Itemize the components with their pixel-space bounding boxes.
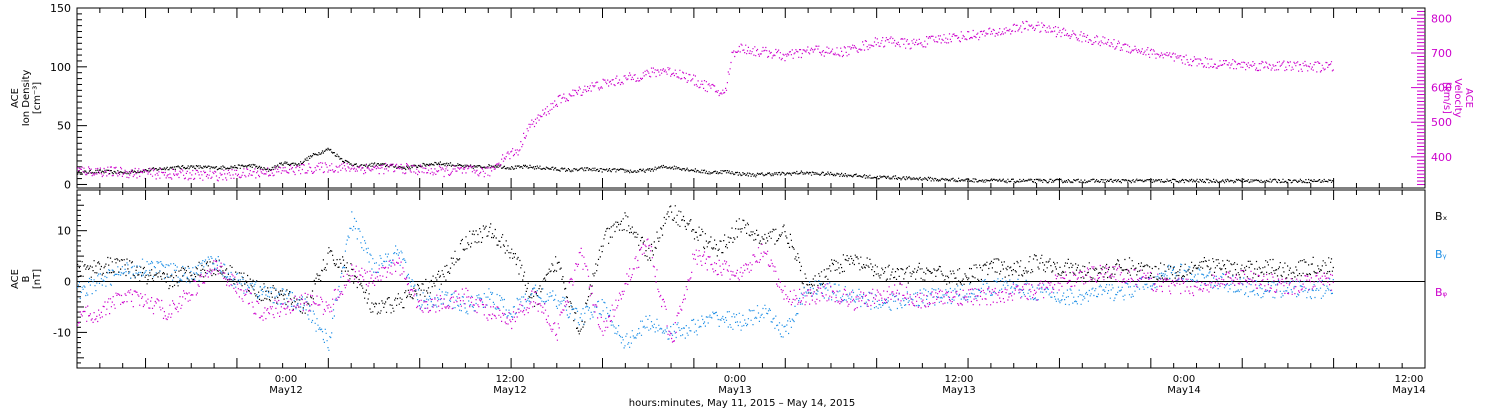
- bfield-axis-label-line: [nT]: [32, 269, 43, 289]
- x-tick-label-time: 12:00: [1395, 374, 1424, 385]
- density-tick-label: 50: [57, 120, 71, 133]
- x-tick-label-date: May12: [493, 385, 526, 396]
- velocity-axis-label-line: ACE: [1463, 88, 1474, 108]
- legend-by: Bᵧ: [1435, 248, 1447, 261]
- legend-bx: Bₓ: [1435, 210, 1448, 223]
- bz-series: [77, 238, 1334, 343]
- velocity-axis-label-line: [km/s]: [1441, 82, 1452, 114]
- time-axis: 0:00May1212:00May120:00May1312:00May130:…: [99, 8, 1426, 396]
- x-tick-label-date: May14: [1167, 385, 1200, 396]
- density-axis-label-line: ACE: [10, 88, 21, 108]
- x-axis-label: hours:minutes, May 11, 2015 – May 14, 20…: [629, 398, 855, 409]
- velocity-tick-label: 400: [1431, 151, 1452, 164]
- velocity-series-points: [77, 20, 1334, 182]
- bfield-tick-label: -10: [53, 326, 71, 339]
- bfield-axis-label-line: ACE: [10, 269, 21, 289]
- velocity-tick-label: 700: [1431, 47, 1452, 60]
- bfield-tick-label: 10: [57, 225, 71, 238]
- density-axis-label: ACEIon Density[cm⁻³]: [10, 70, 43, 127]
- density-axis-label-line: [cm⁻³]: [32, 82, 43, 114]
- x-tick-label-time: 0:00: [1173, 374, 1195, 385]
- density-tick-label: 100: [50, 61, 71, 74]
- bfield-axis-label: ACEB[nT]: [10, 269, 43, 289]
- density-series: [77, 147, 1334, 184]
- density-tick-label: 0: [64, 178, 71, 191]
- velocity-tick-label: 800: [1431, 12, 1452, 25]
- magnetic-field-panel: -10 0 10 ACEB[nT] Bₓ Bᵧ Bᵩ: [10, 189, 1448, 369]
- velocity-series: [77, 20, 1334, 182]
- x-tick-label-date: May13: [718, 385, 751, 396]
- magnetic-field-panel-frame: [76, 189, 1426, 369]
- x-tick-label-time: 12:00: [496, 374, 525, 385]
- x-tick-label-time: 0:00: [275, 374, 297, 385]
- x-tick-label-time: 12:00: [945, 374, 974, 385]
- velocity-axis-label-line: Velocity: [1452, 78, 1463, 117]
- bx-series-points: [77, 205, 1334, 335]
- legend-bz: Bᵩ: [1435, 286, 1448, 299]
- velocity-tick-label: 500: [1431, 116, 1452, 129]
- x-tick-label-date: May13: [942, 385, 975, 396]
- density-tick-label: 150: [50, 2, 71, 15]
- density-series-points: [77, 147, 1334, 184]
- bz-series-points: [77, 238, 1334, 343]
- velocity-tick-label: 600: [1431, 82, 1452, 95]
- bx-series: [77, 205, 1334, 335]
- velocity-axis-label: ACEVelocity[km/s]: [1441, 78, 1474, 117]
- bfield-axis-label-line: B: [21, 275, 32, 282]
- density-axis-label-line: Ion Density: [21, 70, 32, 127]
- plasma-panel-frame: [76, 7, 1426, 189]
- bfield-tick-label: 0: [64, 276, 71, 289]
- x-tick-label-date: May14: [1392, 385, 1425, 396]
- x-tick-label-time: 0:00: [724, 374, 746, 385]
- x-tick-label-date: May12: [269, 385, 302, 396]
